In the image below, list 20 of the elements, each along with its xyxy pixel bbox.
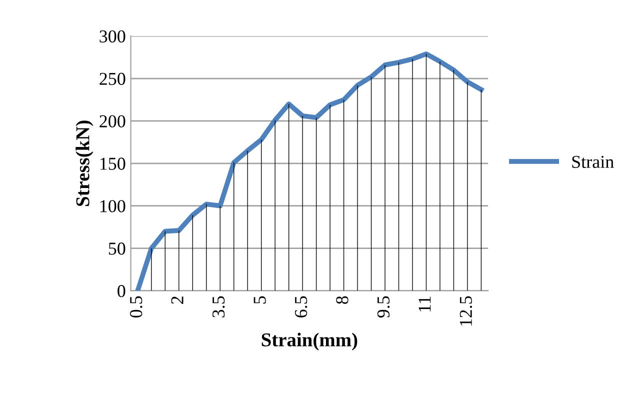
y-tick-label: 100	[100, 200, 126, 212]
y-tick-label: 300	[100, 30, 126, 43]
x-tick-label: 8	[336, 296, 348, 304]
legend-label: Strain	[572, 156, 614, 168]
line-series	[135, 51, 484, 291]
y-tick-label: 50	[108, 242, 126, 255]
x-tick-label: 12.5	[460, 296, 472, 326]
x-tick-label: 0.5	[130, 296, 142, 318]
y-tick-label: 0	[118, 284, 126, 298]
x-tick-label: 11	[418, 296, 431, 312]
y-tick-label: 150	[100, 158, 126, 170]
x-tick-label: 6.5	[294, 296, 308, 318]
y-axis-title: Stress(kN)	[76, 120, 94, 206]
x-tick-label: 2	[171, 296, 184, 304]
x-tick-label: 5	[254, 296, 266, 304]
x-axis-title: Strain(mm)	[262, 332, 358, 350]
x-tick-label: 9.5	[377, 296, 390, 318]
x-tick-label: 3.5	[212, 296, 225, 318]
y-tick-label: 250	[100, 72, 126, 85]
y-tick-label: 200	[100, 115, 126, 128]
